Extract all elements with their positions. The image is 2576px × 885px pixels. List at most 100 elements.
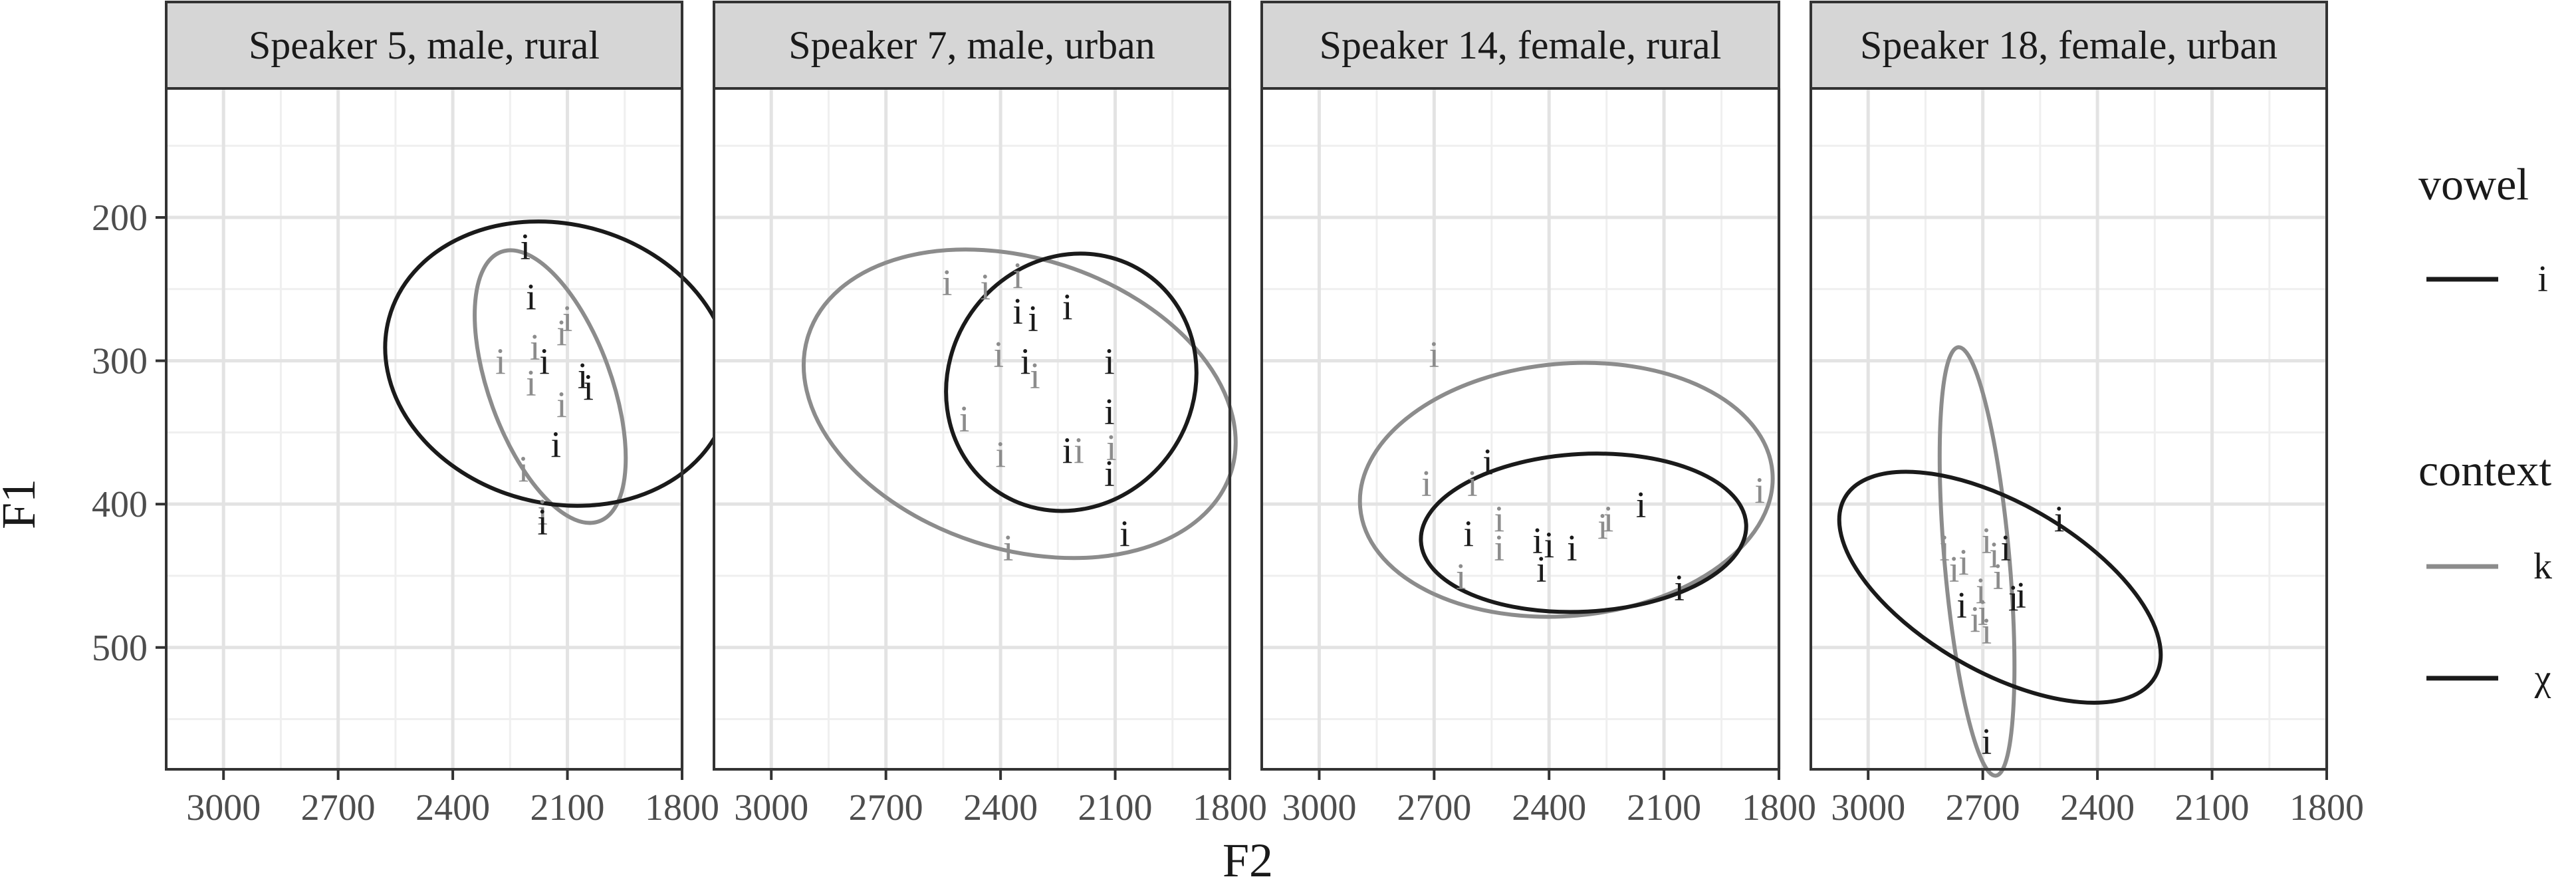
data-point-label: i xyxy=(1030,356,1040,397)
data-point-label: i xyxy=(1074,430,1084,471)
x-tick-label: 2700 xyxy=(1946,787,2020,828)
legend-label: χ xyxy=(2534,658,2551,699)
y-tick-label: 200 xyxy=(92,197,148,239)
x-tick-label: 2400 xyxy=(415,787,490,828)
data-point-label: i xyxy=(1028,299,1038,340)
confidence-ellipse xyxy=(1837,469,2163,705)
x-tick-label: 2100 xyxy=(1078,787,1153,828)
data-point-label: i xyxy=(1567,528,1578,569)
x-tick-label: 3000 xyxy=(186,787,261,828)
panel-border xyxy=(165,87,683,771)
legend-label: i xyxy=(2537,259,2548,300)
x-tick-label: 2700 xyxy=(301,787,376,828)
confidence-ellipse xyxy=(1937,345,2017,778)
data-point-label: i xyxy=(1982,611,1992,652)
data-point-label: i xyxy=(578,356,588,397)
data-point-label: i xyxy=(1062,287,1073,328)
data-point-label: i xyxy=(1674,568,1685,609)
x-tick-label: 2100 xyxy=(2175,787,2250,828)
x-tick-label: 2400 xyxy=(1512,787,1586,828)
x-tick-label: 2100 xyxy=(1627,787,1701,828)
data-point-label: i xyxy=(1636,485,1647,526)
data-point-label: i xyxy=(1970,600,1980,641)
data-point-label: i xyxy=(526,277,536,318)
data-point-label: i xyxy=(1597,507,1608,548)
data-point-label: i xyxy=(1949,549,1960,590)
data-point-label: i xyxy=(583,367,594,408)
data-point-label: i xyxy=(1003,528,1014,569)
x-tick-label: 1800 xyxy=(2289,787,2364,828)
facet-strip xyxy=(1260,1,1780,90)
facet-title: Speaker 18, female, urban xyxy=(1860,23,2278,67)
data-point-label: i xyxy=(1020,342,1031,383)
x-axis-title: F2 xyxy=(1223,834,1273,885)
data-point-label: i xyxy=(562,299,573,340)
y-tick-label: 300 xyxy=(92,341,148,382)
data-point-label: i xyxy=(2000,528,2011,569)
data-point-label: i xyxy=(1421,463,1432,505)
panel-background xyxy=(713,87,1231,771)
x-tick-label: 2700 xyxy=(1397,787,1471,828)
data-point-label: i xyxy=(519,449,529,490)
data-point-label: i xyxy=(495,342,506,383)
data-point-label: i xyxy=(1104,392,1115,433)
data-point-label: i xyxy=(1012,291,1023,332)
data-point-label: i xyxy=(530,327,540,368)
data-point-label: i xyxy=(1494,499,1505,541)
data-point-label: i xyxy=(959,399,970,440)
data-point-label: i xyxy=(1536,549,1547,590)
data-point-label: i xyxy=(1754,471,1765,512)
data-point-label: i xyxy=(1603,499,1614,541)
confidence-ellipse xyxy=(1357,360,1775,619)
y-axis-title: F1 xyxy=(0,479,45,529)
legend-title: context xyxy=(2418,445,2551,495)
data-point-label: i xyxy=(537,492,548,533)
data-point-label: i xyxy=(526,363,536,404)
data-point-label: i xyxy=(1989,535,2000,576)
data-point-label: i xyxy=(1062,430,1073,471)
x-tick-label: 3000 xyxy=(1282,787,1356,828)
y-tick-label: 400 xyxy=(92,484,148,525)
legend: vowel i context k χ xyxy=(2418,159,2552,699)
x-tick-label: 3000 xyxy=(1831,787,1905,828)
data-point-label: i xyxy=(993,334,1004,376)
panel-background xyxy=(1260,87,1780,771)
data-point-label: i xyxy=(1104,342,1115,383)
data-point-label: i xyxy=(556,384,567,426)
data-point-label: i xyxy=(521,227,531,268)
data-point-label: i xyxy=(2008,578,2019,619)
legend-title: vowel xyxy=(2418,159,2529,209)
x-tick-label: 2700 xyxy=(849,787,923,828)
panel-border xyxy=(1810,87,2328,771)
data-point-label: i xyxy=(1106,428,1117,469)
data-point-label: i xyxy=(1482,442,1493,483)
legend-label: k xyxy=(2533,546,2552,587)
data-point-label: i xyxy=(537,502,548,543)
confidence-ellipse xyxy=(1419,451,1748,614)
data-point-label: i xyxy=(942,263,953,304)
data-point-label: i xyxy=(539,342,550,383)
facet-title: Speaker 5, male, rural xyxy=(249,23,600,67)
confidence-ellipse xyxy=(473,248,628,525)
data-point-label: i xyxy=(551,425,562,466)
data-point-label: i xyxy=(2016,575,2026,616)
data-point-label: i xyxy=(1429,334,1440,376)
panel-border xyxy=(1260,87,1780,771)
data-point-label: i xyxy=(1532,521,1543,562)
confidence-ellipse xyxy=(944,251,1199,513)
x-tick-label: 3000 xyxy=(734,787,808,828)
y-tick-label: 500 xyxy=(92,628,148,669)
facet-title: Speaker 7, male, urban xyxy=(788,23,1155,67)
x-tick-label: 2100 xyxy=(530,787,605,828)
x-tick-label: 1800 xyxy=(1742,787,1816,828)
panel-background xyxy=(165,87,683,771)
x-tick-label: 1800 xyxy=(645,787,719,828)
panel-background xyxy=(1810,87,2328,771)
data-point-label: i xyxy=(1978,592,1988,634)
facet-strip xyxy=(165,1,683,90)
